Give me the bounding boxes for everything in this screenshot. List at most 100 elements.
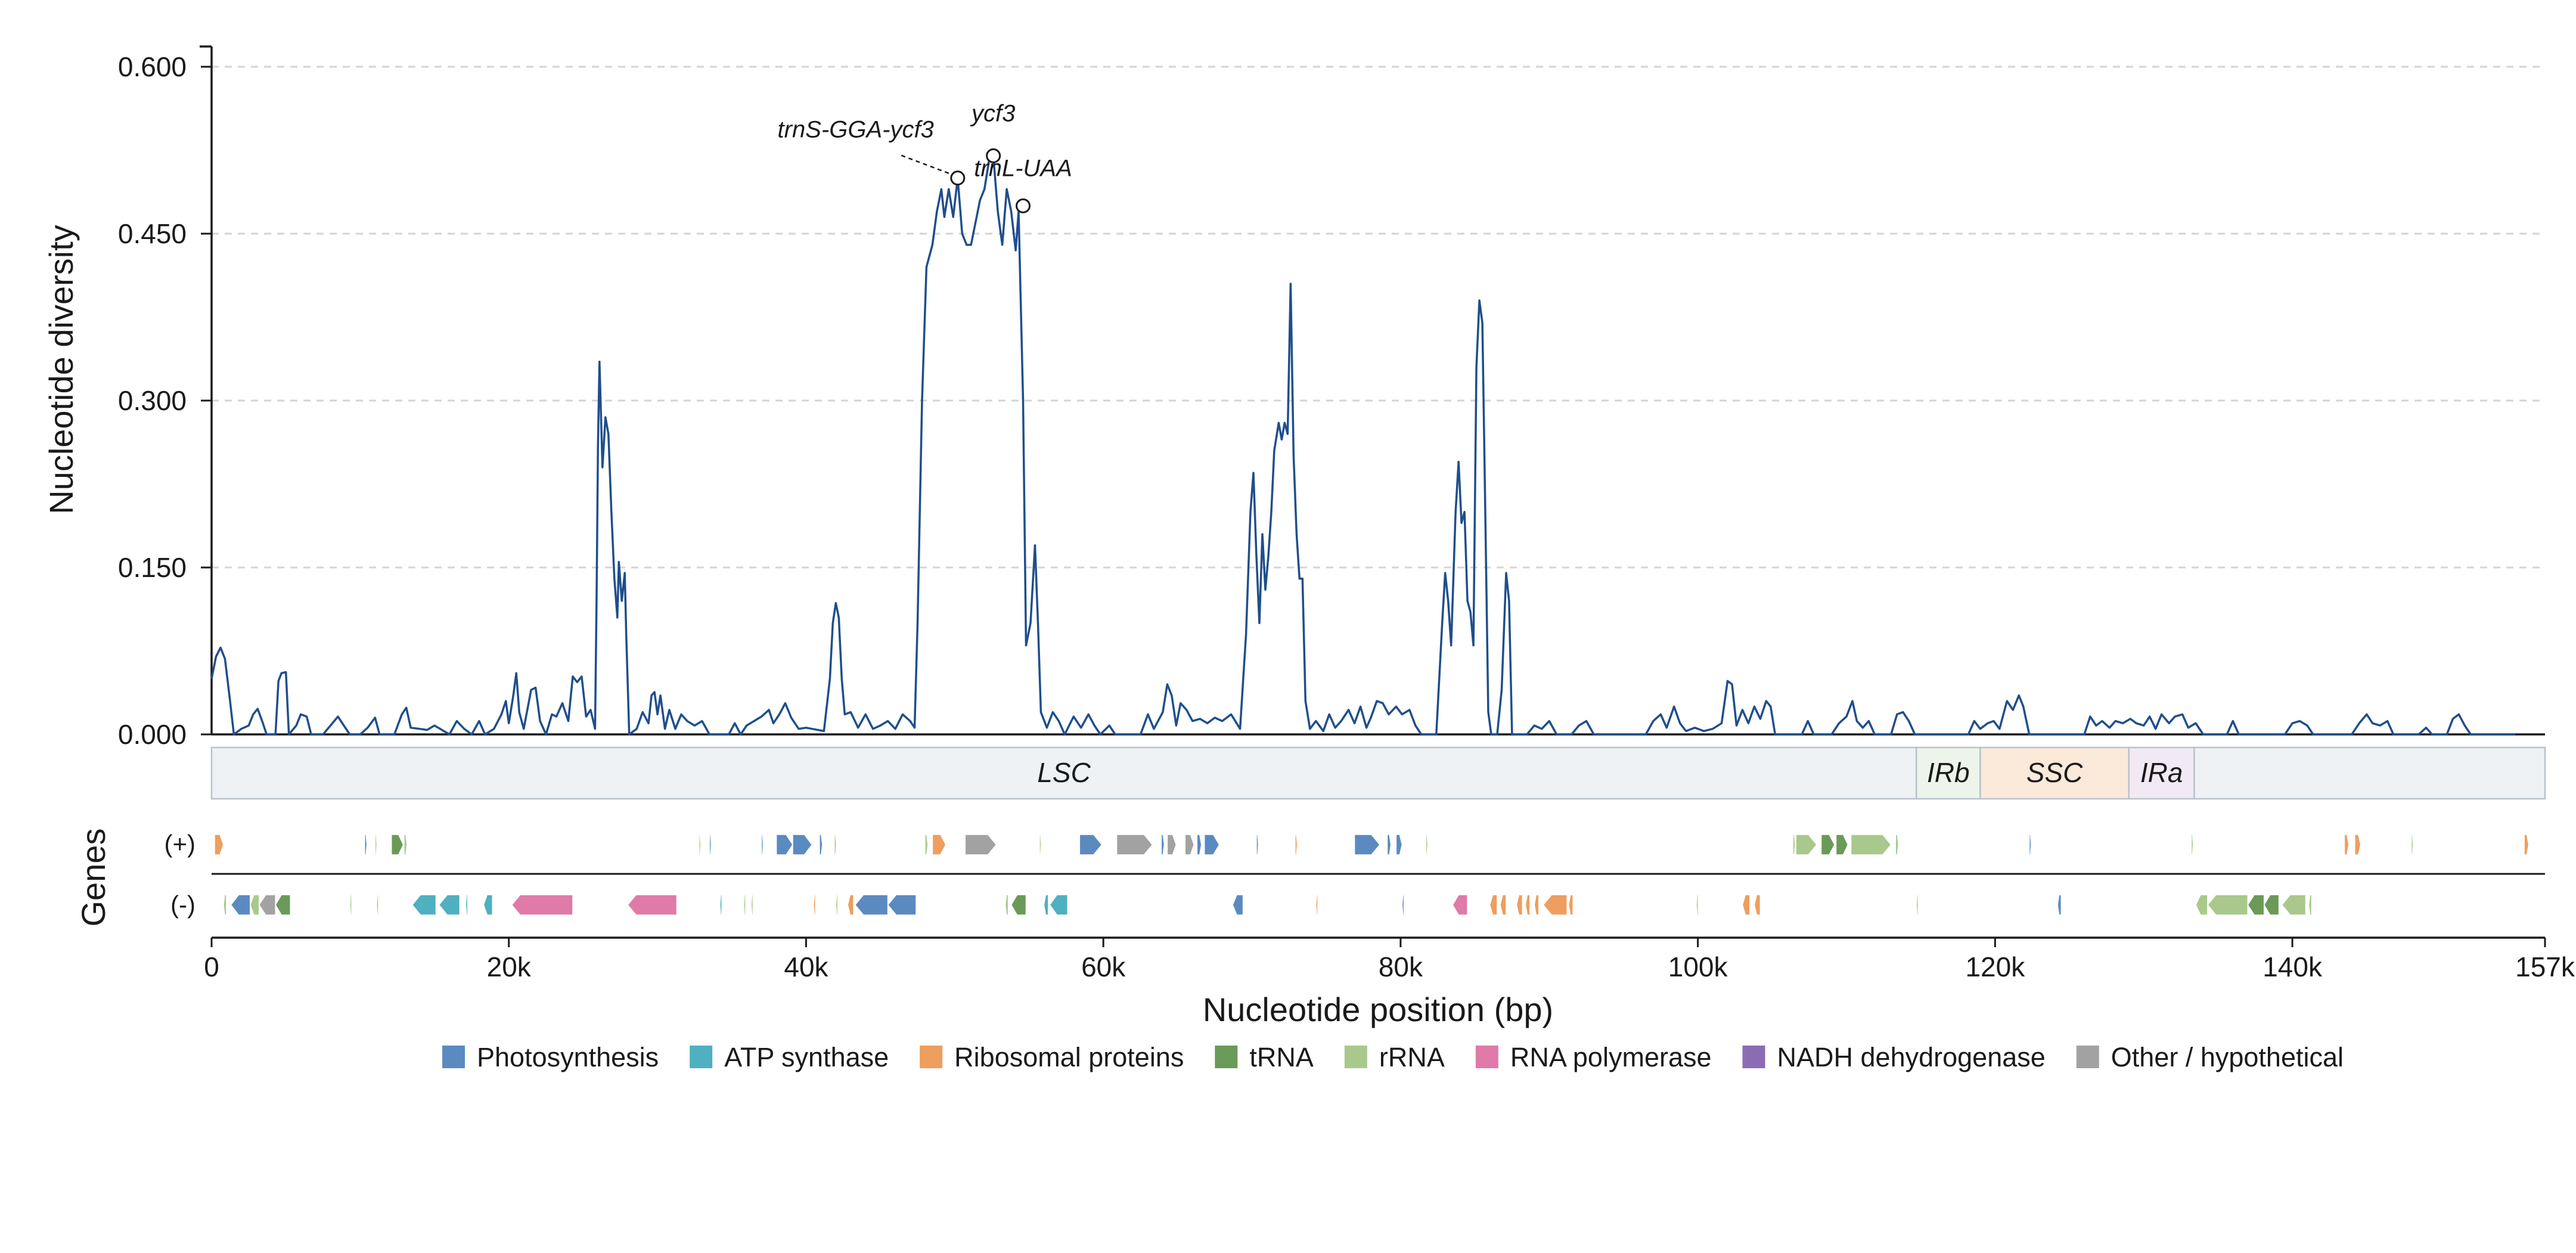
y-grid	[212, 66, 2545, 569]
gene-minus-29	[1489, 894, 1498, 916]
gene-plus-6	[709, 834, 712, 855]
gene-plus-32	[1835, 834, 1849, 855]
x-tick-label-1: 20k	[487, 951, 532, 982]
peak-marker-1	[986, 148, 1001, 163]
gene-plus-28	[1425, 834, 1429, 855]
gene-minus-26	[1315, 894, 1318, 916]
gene-minus-33	[1534, 894, 1540, 916]
x-tick-label-2: 40k	[784, 951, 828, 982]
region-4	[2193, 746, 2546, 800]
gene-minus-23	[1043, 894, 1049, 916]
gene-minus-35	[1568, 894, 1573, 916]
gene-minus-10	[483, 894, 494, 916]
legend-label-4: rRNA	[1379, 1042, 1445, 1072]
gene-plus-8	[775, 834, 793, 855]
gene-minus-43	[2247, 894, 2265, 916]
legend-swatch-6	[1742, 1046, 1765, 1068]
gene-minus-12	[627, 894, 678, 916]
x-tick-label-3: 60k	[1081, 951, 1126, 982]
legend-swatch-5	[1475, 1046, 1498, 1068]
gene-minus-38	[1753, 894, 1761, 916]
gene-plus-36	[2190, 834, 2194, 855]
genes-track-title: Genes	[75, 829, 112, 927]
diversity-line-0	[210, 154, 2516, 736]
gene-plus-16	[1079, 834, 1103, 855]
gene-plus-0	[214, 834, 224, 855]
gene-plus-31	[1820, 834, 1835, 855]
legend-label-7: Other / hypothetical	[2111, 1042, 2344, 1072]
gene-plus-34	[1895, 834, 1900, 855]
gene-plus-13	[932, 834, 946, 855]
gene-plus-38	[2354, 834, 2361, 855]
gene-minus-4	[275, 894, 291, 916]
legend-swatch-0	[442, 1046, 465, 1068]
gene-minus-34	[1543, 894, 1568, 916]
y-axis-title: Nucleotide diversity	[42, 225, 80, 514]
gene-plus-21	[1196, 834, 1202, 855]
gene-minus-42	[2206, 894, 2249, 916]
gene-minus-32	[1525, 894, 1531, 916]
gene-plus-22	[1203, 834, 1220, 855]
gene-plus-25	[1354, 834, 1380, 855]
y-tick-label-0: 0.000	[118, 719, 187, 750]
gene-plus-14	[964, 834, 997, 855]
legend-label-5: RNA polymerase	[1510, 1042, 1712, 1072]
gene-plus-9	[792, 834, 813, 855]
y-tick-label-1: 0.150	[118, 552, 187, 583]
gene-plus-7	[761, 834, 764, 855]
region-track: LSC IRb SSC IRa	[210, 746, 2546, 800]
legend-label-3: tRNA	[1249, 1042, 1314, 1072]
legend-label-6: NADH dehydrogenase	[1777, 1042, 2046, 1072]
gene-minus-5	[349, 894, 352, 916]
y-tick-label-3: 0.450	[118, 218, 187, 249]
gene-plus-10	[819, 834, 823, 855]
gene-plus-24	[1295, 834, 1298, 855]
legend-label-2: Ribosomal proteins	[954, 1042, 1184, 1072]
gene-minus-45	[2281, 894, 2307, 916]
y-tick-label-2: 0.300	[118, 385, 187, 416]
legend-swatch-4	[1344, 1046, 1367, 1068]
x-axis: 0 20k 40k 60k 80k 100k 120k 140k 157k	[204, 936, 2575, 982]
legend-swatch-7	[2076, 1046, 2099, 1068]
gene-plus-29	[1792, 834, 1796, 855]
gene-plus-2	[374, 834, 378, 855]
gene-plus-19	[1166, 834, 1177, 855]
gene-minus-0	[223, 894, 227, 916]
gene-plus-26	[1386, 834, 1392, 855]
plus-strand-label: (+)	[165, 830, 196, 858]
y-tick-label-4: 0.600	[118, 51, 187, 82]
gene-minus-2	[250, 894, 260, 916]
region-0	[210, 746, 1917, 800]
gene-minus-36	[1696, 894, 1699, 916]
gene-plus-4	[404, 834, 408, 855]
gene-minus-40	[2057, 894, 2062, 916]
gene-minus-11	[511, 894, 573, 916]
peak-leader-0	[898, 153, 949, 174]
gene-plus-33	[1850, 834, 1892, 855]
x-tick-label-5: 100k	[1668, 951, 1728, 982]
gene-minus-15	[750, 894, 754, 916]
x-tick-label-0: 0	[204, 951, 219, 982]
gene-plus-5	[699, 834, 702, 855]
gene-minus-19	[854, 894, 889, 916]
gene-minus-3	[258, 894, 276, 916]
x-tick-label-8: 157k	[2515, 951, 2575, 982]
gene-plus-20	[1184, 834, 1195, 855]
gene-plus-30	[1795, 834, 1818, 855]
gene-minus-7	[411, 894, 437, 916]
gene-minus-31	[1516, 894, 1523, 916]
x-axis-title: Nucleotide position (bp)	[1203, 991, 1553, 1028]
gene-minus-21	[1004, 894, 1009, 916]
x-tick-label-7: 140k	[2262, 951, 2323, 982]
gene-plus-1	[364, 834, 368, 855]
gene-minus-22	[1010, 894, 1027, 916]
gene-minus-46	[2308, 894, 2313, 916]
region-label-3: IRa	[2140, 757, 2183, 788]
gene-plus-18	[1160, 834, 1165, 855]
gene-plus-3	[390, 834, 404, 855]
gene-minus-25	[1232, 894, 1244, 916]
legend-label-0: Photosynthesis	[477, 1042, 659, 1072]
peak-label-0: trnS-GGA-ycf3	[778, 117, 934, 143]
gene-plus-27	[1395, 834, 1403, 855]
